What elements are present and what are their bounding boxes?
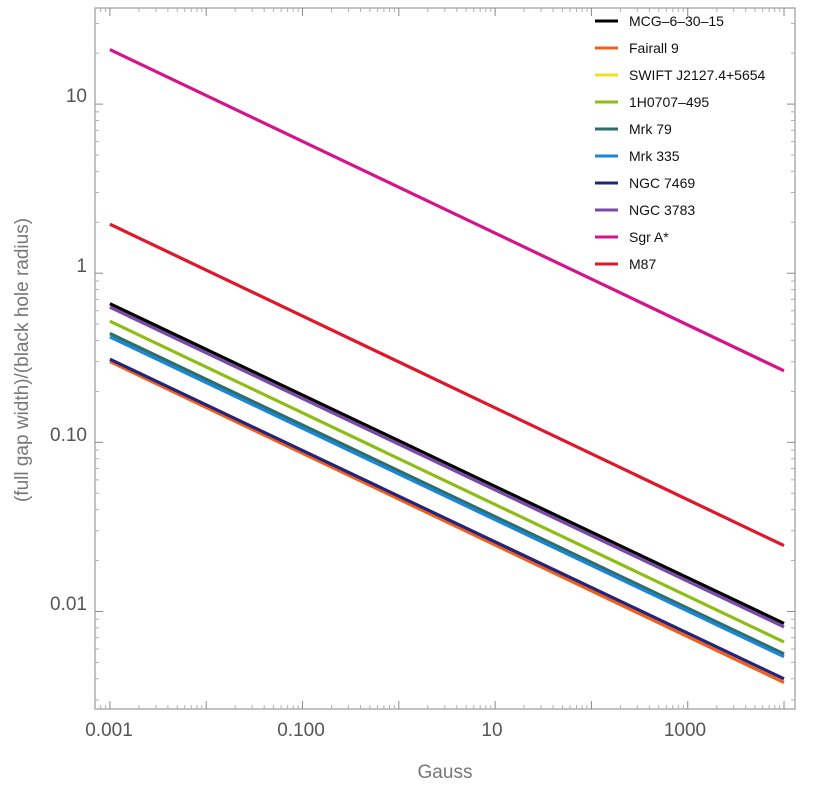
legend-label: SWIFT J2127.4+5654	[629, 67, 766, 83]
series-line	[109, 335, 785, 659]
y-tick-label: 0.10	[50, 425, 87, 446]
series-line	[109, 48, 785, 373]
legend: MCG–6–30–15 Fairall 9 SWIFT J2127.4+5654 1H…	[595, 13, 766, 272]
series-line	[109, 302, 785, 625]
x-tick-label: 10	[481, 720, 502, 741]
legend-label: NGC 3783	[629, 202, 695, 218]
y-axis-title: (full gap width)/(black hole radius)	[12, 218, 33, 502]
legend-label: Mrk 335	[629, 148, 680, 164]
x-tick-label: 1000	[664, 720, 706, 741]
y-tick-label: 0.01	[50, 594, 87, 615]
series-line	[109, 357, 785, 681]
legend-label: Sgr A*	[629, 229, 669, 245]
tick-labels: 0.001 0.100 10 1000 0.01 0.10 1 10	[50, 86, 706, 741]
legend-label: M87	[629, 256, 656, 272]
legend-label: Mrk 79	[629, 121, 672, 137]
series-line	[109, 319, 785, 644]
x-axis-title: Gauss	[418, 762, 473, 783]
minor-ticks	[95, 8, 795, 709]
legend-label: Fairall 9	[629, 40, 679, 56]
x-tick-label: 0.001	[85, 720, 133, 741]
y-tick-label: 10	[66, 86, 87, 107]
x-tick-label: 0.100	[277, 720, 325, 741]
series-lines	[109, 48, 785, 684]
legend-label: MCG–6–30–15	[629, 13, 724, 29]
series-line	[109, 332, 785, 656]
major-ticks	[95, 8, 795, 709]
series-line	[109, 222, 785, 548]
legend-label: 1H0707–495	[629, 94, 709, 110]
y-tick-label: 1	[76, 256, 87, 277]
series-line	[109, 305, 785, 629]
legend-label: NGC 7469	[629, 175, 695, 191]
series-line	[109, 360, 785, 684]
plot-frame	[94, 7, 796, 710]
